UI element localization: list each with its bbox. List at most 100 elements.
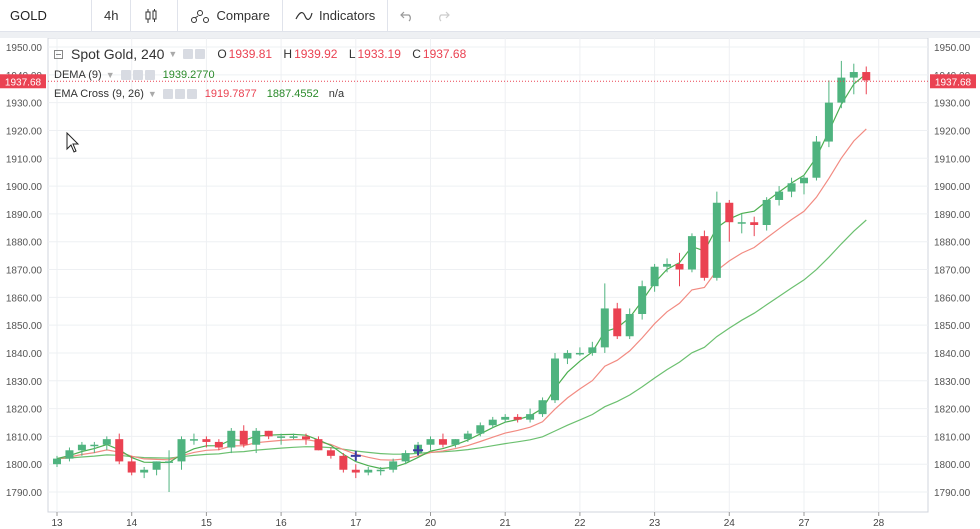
series-visibility-icon[interactable] (195, 49, 206, 59)
candle-body (812, 141, 821, 178)
main-series-legend: Spot Gold, 240 ▼ O 1939.81 H 1939.92 L 1933… (54, 46, 474, 62)
candle-body (700, 236, 709, 278)
candle-body (364, 469, 373, 473)
top-toolbar: GOLD 4h Compare Indicators (0, 0, 980, 32)
x-tick-label: 16 (276, 518, 288, 529)
y-tick-label-left: 1860.00 (6, 293, 43, 304)
y-tick-label-left: 1910.00 (6, 154, 43, 165)
y-tick-label-right: 1870.00 (934, 266, 971, 277)
last-price-badge-right (930, 74, 976, 89)
candle-body (650, 266, 659, 287)
indicators-icon (295, 11, 313, 20)
high-value: 1939.92 (294, 47, 338, 61)
candle-body (837, 77, 846, 103)
y-tick-label-left: 1930.00 (6, 99, 43, 110)
ema-cross-value: n/a (328, 88, 345, 100)
y-tick-label-left: 1840.00 (6, 349, 43, 360)
candle-body (438, 439, 447, 445)
dema-remove-icon[interactable] (144, 70, 155, 80)
y-tick-label-left: 1920.00 (6, 126, 43, 137)
interval-button[interactable]: 4h (92, 0, 132, 32)
candle-body (687, 236, 696, 270)
low-value: 1933.19 (357, 47, 401, 61)
dema-settings-icon[interactable] (132, 70, 143, 80)
candle-body (152, 461, 161, 470)
series-settings-icon[interactable] (183, 49, 194, 59)
candle-body (526, 414, 535, 420)
indicators-label: Indicators (318, 8, 376, 23)
candle-body (115, 439, 124, 462)
dema-menu-caret-icon[interactable]: ▼ (105, 70, 115, 80)
candle-body (239, 430, 248, 445)
y-tick-label-right: 1860.00 (934, 293, 971, 304)
ema-slow-line (56, 219, 867, 460)
symbol-field[interactable]: GOLD (0, 0, 92, 32)
compare-label: Compare (216, 8, 270, 23)
y-tick-label-left: 1870.00 (6, 266, 43, 277)
dema-legend: DEMA (9) ▼ 1939.2770 (54, 69, 215, 81)
dema-visibility-icon[interactable] (120, 70, 131, 80)
chart-type-button[interactable] (131, 0, 179, 32)
y-tick-label-left: 1820.00 (6, 405, 43, 416)
x-tick-label: 14 (126, 518, 138, 529)
chart-background (0, 38, 980, 529)
compare-icon (191, 9, 210, 23)
candle-body (376, 469, 385, 472)
x-tick-label: 22 (574, 518, 586, 529)
candle-body (389, 461, 398, 470)
candle-body (588, 347, 597, 353)
mouse-cursor-icon (66, 132, 80, 153)
candle-body (451, 439, 460, 445)
ema-cross-legend: EMA Cross (9, 26) ▼ 1919.7877 1887.4552 … (54, 88, 344, 100)
ema-visibility-icon[interactable] (162, 89, 173, 99)
y-tick-label-right: 1820.00 (934, 405, 971, 416)
ema-fast-line (56, 128, 867, 461)
redo-icon (439, 11, 451, 21)
last-price-label-right: 1937.68 (935, 77, 972, 88)
candle-body (314, 439, 323, 451)
close-value: 1937.68 (422, 47, 467, 61)
series-menu-caret-icon[interactable]: ▼ (168, 49, 178, 59)
candle-body (663, 263, 672, 267)
y-tick-label-right: 1900.00 (934, 182, 971, 193)
x-tick-label: 28 (873, 518, 885, 529)
x-tick-label: 24 (724, 518, 736, 529)
ema-fast-value: 1919.7877 (204, 88, 257, 100)
dema-name: DEMA (9) (54, 69, 102, 81)
candle-body (202, 439, 211, 442)
candle-body (613, 308, 622, 337)
ema-settings-icon[interactable] (174, 89, 185, 99)
candle-body (824, 102, 833, 142)
y-tick-label-right: 1840.00 (934, 349, 971, 360)
candle-body (165, 461, 174, 463)
undo-button[interactable] (388, 0, 432, 32)
candle-body (551, 358, 559, 401)
candle-body (277, 436, 286, 438)
candle-body (53, 458, 61, 465)
open-value: 1939.81 (228, 47, 273, 61)
last-price-badge-left (0, 74, 46, 89)
candle-body (775, 191, 784, 200)
candle-body (401, 453, 410, 462)
y-tick-label-right: 1890.00 (934, 210, 971, 221)
candle-body (127, 461, 136, 473)
candle-body (351, 469, 360, 473)
price-chart[interactable]: 1950.001950.001940.001940.001930.001930.… (0, 38, 980, 529)
redo-button[interactable] (432, 0, 468, 32)
ema-menu-caret-icon[interactable]: ▼ (147, 89, 157, 99)
candle-body (538, 400, 547, 415)
compare-button[interactable]: Compare (178, 0, 283, 32)
indicators-button[interactable]: Indicators (283, 0, 389, 32)
candle-body (800, 177, 808, 184)
candle-body (712, 202, 721, 278)
candle-body (102, 439, 111, 445)
ema-remove-icon[interactable] (186, 89, 197, 99)
y-tick-label-left: 1850.00 (6, 321, 43, 332)
toolbar-separator (0, 32, 980, 38)
candle-body (849, 72, 858, 78)
candle-body (302, 436, 310, 440)
candle-body (625, 314, 634, 337)
y-tick-label-right: 1920.00 (934, 126, 971, 137)
candle-body (90, 444, 99, 447)
collapse-legend-icon[interactable] (54, 49, 63, 59)
